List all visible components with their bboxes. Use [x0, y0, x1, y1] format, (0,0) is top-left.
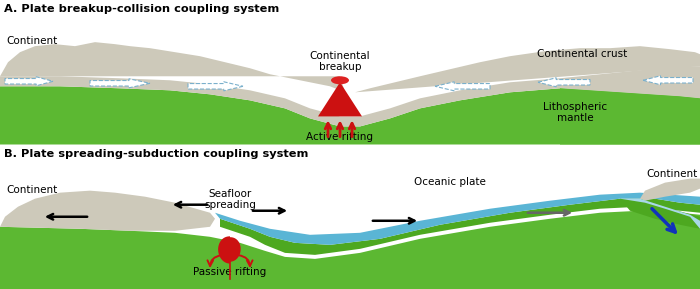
Polygon shape — [215, 193, 700, 245]
Polygon shape — [220, 199, 700, 255]
FancyArrow shape — [435, 82, 490, 91]
Polygon shape — [355, 46, 700, 92]
Polygon shape — [0, 86, 700, 144]
Text: B. Plate spreading-subduction coupling system: B. Plate spreading-subduction coupling s… — [4, 149, 309, 158]
Polygon shape — [0, 66, 700, 127]
FancyArrow shape — [90, 79, 150, 88]
Polygon shape — [0, 191, 215, 289]
FancyArrow shape — [188, 82, 243, 91]
Polygon shape — [620, 199, 700, 229]
Text: Continent: Continent — [6, 36, 57, 46]
Text: Oceanic plate: Oceanic plate — [414, 177, 486, 187]
Text: Lithospheric
mantle: Lithospheric mantle — [543, 102, 607, 123]
Polygon shape — [560, 88, 700, 144]
Polygon shape — [0, 42, 345, 92]
FancyArrow shape — [5, 77, 53, 86]
Polygon shape — [218, 236, 241, 264]
Text: Continental crust: Continental crust — [537, 49, 627, 59]
Polygon shape — [0, 211, 700, 289]
Text: Continent: Continent — [6, 185, 57, 194]
FancyArrow shape — [643, 76, 693, 85]
Text: A. Plate breakup-collision coupling system: A. Plate breakup-collision coupling syst… — [4, 4, 279, 14]
Polygon shape — [640, 179, 700, 201]
Polygon shape — [318, 82, 362, 116]
Text: Continental
breakup: Continental breakup — [309, 51, 370, 72]
Polygon shape — [620, 199, 700, 229]
Text: Passive rifting: Passive rifting — [193, 267, 267, 277]
Text: Active rifting: Active rifting — [307, 132, 374, 142]
Text: Continent: Continent — [646, 168, 698, 179]
FancyArrow shape — [538, 78, 590, 87]
Text: Seafloor
spreading: Seafloor spreading — [204, 189, 256, 210]
Ellipse shape — [331, 76, 349, 84]
